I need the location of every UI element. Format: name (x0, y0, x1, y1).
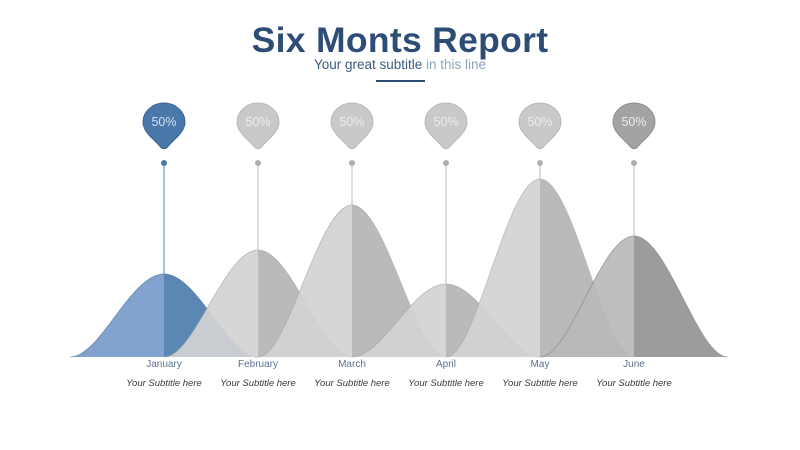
svg-text:50%: 50% (151, 115, 176, 129)
svg-text:50%: 50% (527, 115, 552, 129)
svg-text:50%: 50% (245, 115, 270, 129)
svg-text:50%: 50% (433, 115, 458, 129)
svg-text:50%: 50% (339, 115, 364, 129)
svg-text:50%: 50% (621, 115, 646, 129)
